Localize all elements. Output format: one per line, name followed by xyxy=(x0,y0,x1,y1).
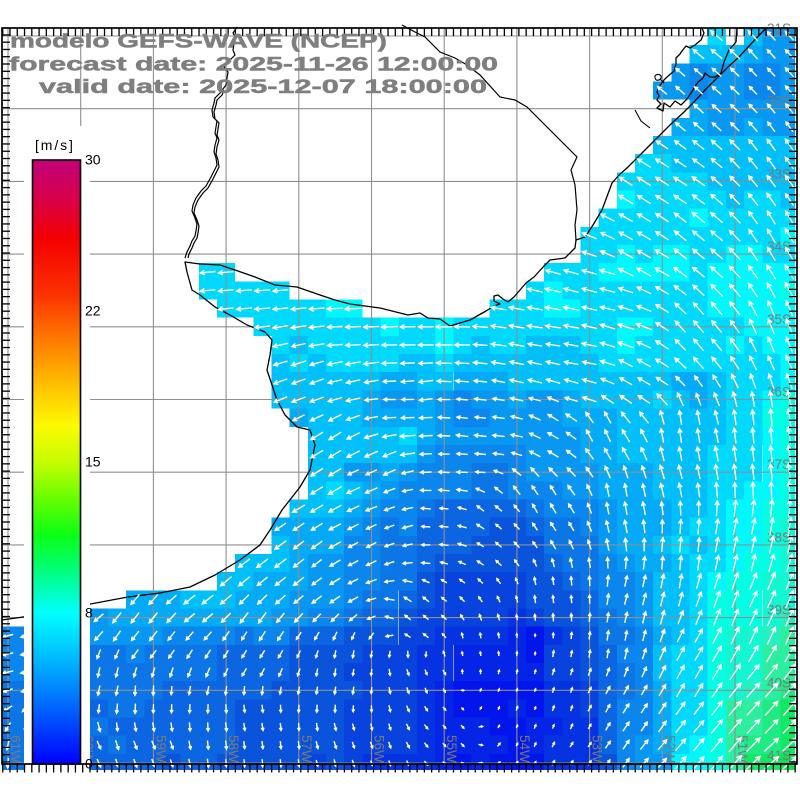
svg-text:forecast date: 2025-11-26 12:0: forecast date: 2025-11-26 12:00:00 xyxy=(9,55,498,76)
svg-text:59W: 59W xyxy=(153,735,168,763)
svg-text:38S: 38S xyxy=(767,530,791,545)
svg-text:61W: 61W xyxy=(8,735,23,763)
svg-text:58W: 58W xyxy=(226,735,241,763)
svg-text:15: 15 xyxy=(85,454,101,470)
svg-text:[m/s]: [m/s] xyxy=(35,137,75,153)
svg-text:40S: 40S xyxy=(767,675,791,690)
svg-text:51W: 51W xyxy=(735,735,750,763)
svg-text:30: 30 xyxy=(85,152,101,168)
svg-text:34S: 34S xyxy=(767,239,791,254)
svg-text:53W: 53W xyxy=(590,735,605,763)
svg-text:57W: 57W xyxy=(299,735,314,763)
svg-text:55W: 55W xyxy=(444,735,459,763)
svg-text:8: 8 xyxy=(85,605,93,621)
svg-text:41S: 41S xyxy=(767,748,791,763)
svg-text:54W: 54W xyxy=(517,735,532,763)
svg-text:56W: 56W xyxy=(372,735,387,763)
svg-text:35S: 35S xyxy=(767,312,791,327)
svg-text:32S: 32S xyxy=(767,94,791,109)
svg-text:valid date: 2025-12-07 18:00:0: valid date: 2025-12-07 18:00:00 xyxy=(39,77,487,98)
svg-text:22: 22 xyxy=(85,303,101,319)
svg-text:modelo GEFS-WAVE (NCEP): modelo GEFS-WAVE (NCEP) xyxy=(10,32,387,53)
